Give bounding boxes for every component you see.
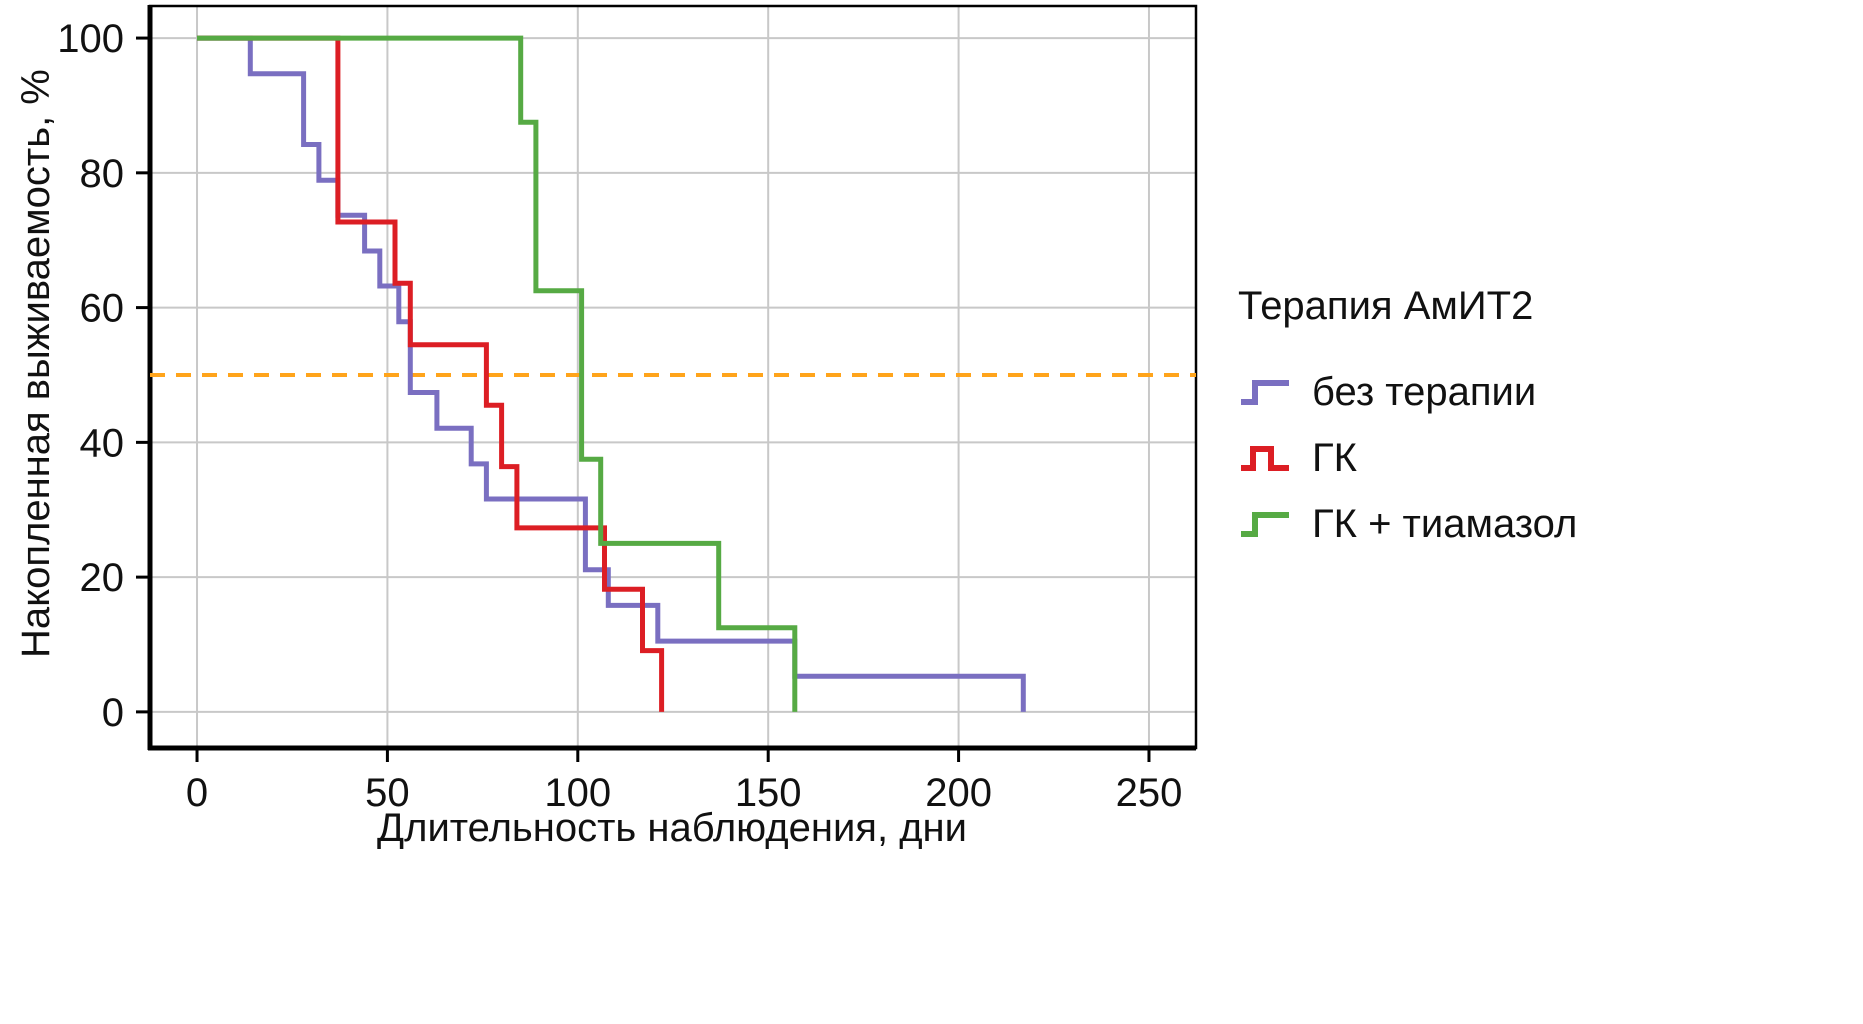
x-tick-label: 100: [544, 771, 611, 815]
series-step-line-gk-thiamazole: [197, 35, 798, 712]
legend-item-gk-thiamazole: ГК + тиамазол: [1238, 500, 1577, 548]
step-line-icon: [1241, 380, 1289, 405]
legend-item-no-therapy: без терапии: [1238, 368, 1577, 416]
x-tick-label: 250: [1116, 771, 1183, 815]
x-tick-label: 0: [186, 771, 208, 815]
x-axis-title: Длительность наблюдения, дни: [377, 806, 967, 850]
y-tick-label: 60: [80, 287, 125, 331]
plot-border: [148, 4, 1198, 750]
legend-label: ГК: [1312, 436, 1357, 480]
x-tick-label: 150: [735, 771, 802, 815]
legend-item-gk: ГК: [1238, 434, 1577, 482]
x-tick-label: 200: [925, 771, 992, 815]
y-tick-label: 40: [80, 421, 125, 465]
y-tick-label: 80: [80, 152, 125, 196]
legend-title: Терапия АмИТ2: [1238, 284, 1534, 328]
step-line-icon: [1241, 446, 1289, 471]
y-axis-title: Накопленная выживаемость, %: [14, 69, 58, 658]
x-tick-label: 50: [365, 771, 410, 815]
y-tick-label: 100: [57, 17, 124, 61]
series-step-line-gk: [197, 35, 665, 712]
legend: Терапия АмИТ2 без терапии ГК ГК + тиамаз…: [1238, 282, 1577, 566]
y-tick-label: 0: [102, 691, 124, 735]
legend-label: без терапии: [1312, 370, 1537, 414]
legend-label: ГК + тиамазол: [1312, 502, 1578, 546]
y-tick-label: 20: [80, 556, 125, 600]
step-line-icon: [1241, 512, 1289, 537]
